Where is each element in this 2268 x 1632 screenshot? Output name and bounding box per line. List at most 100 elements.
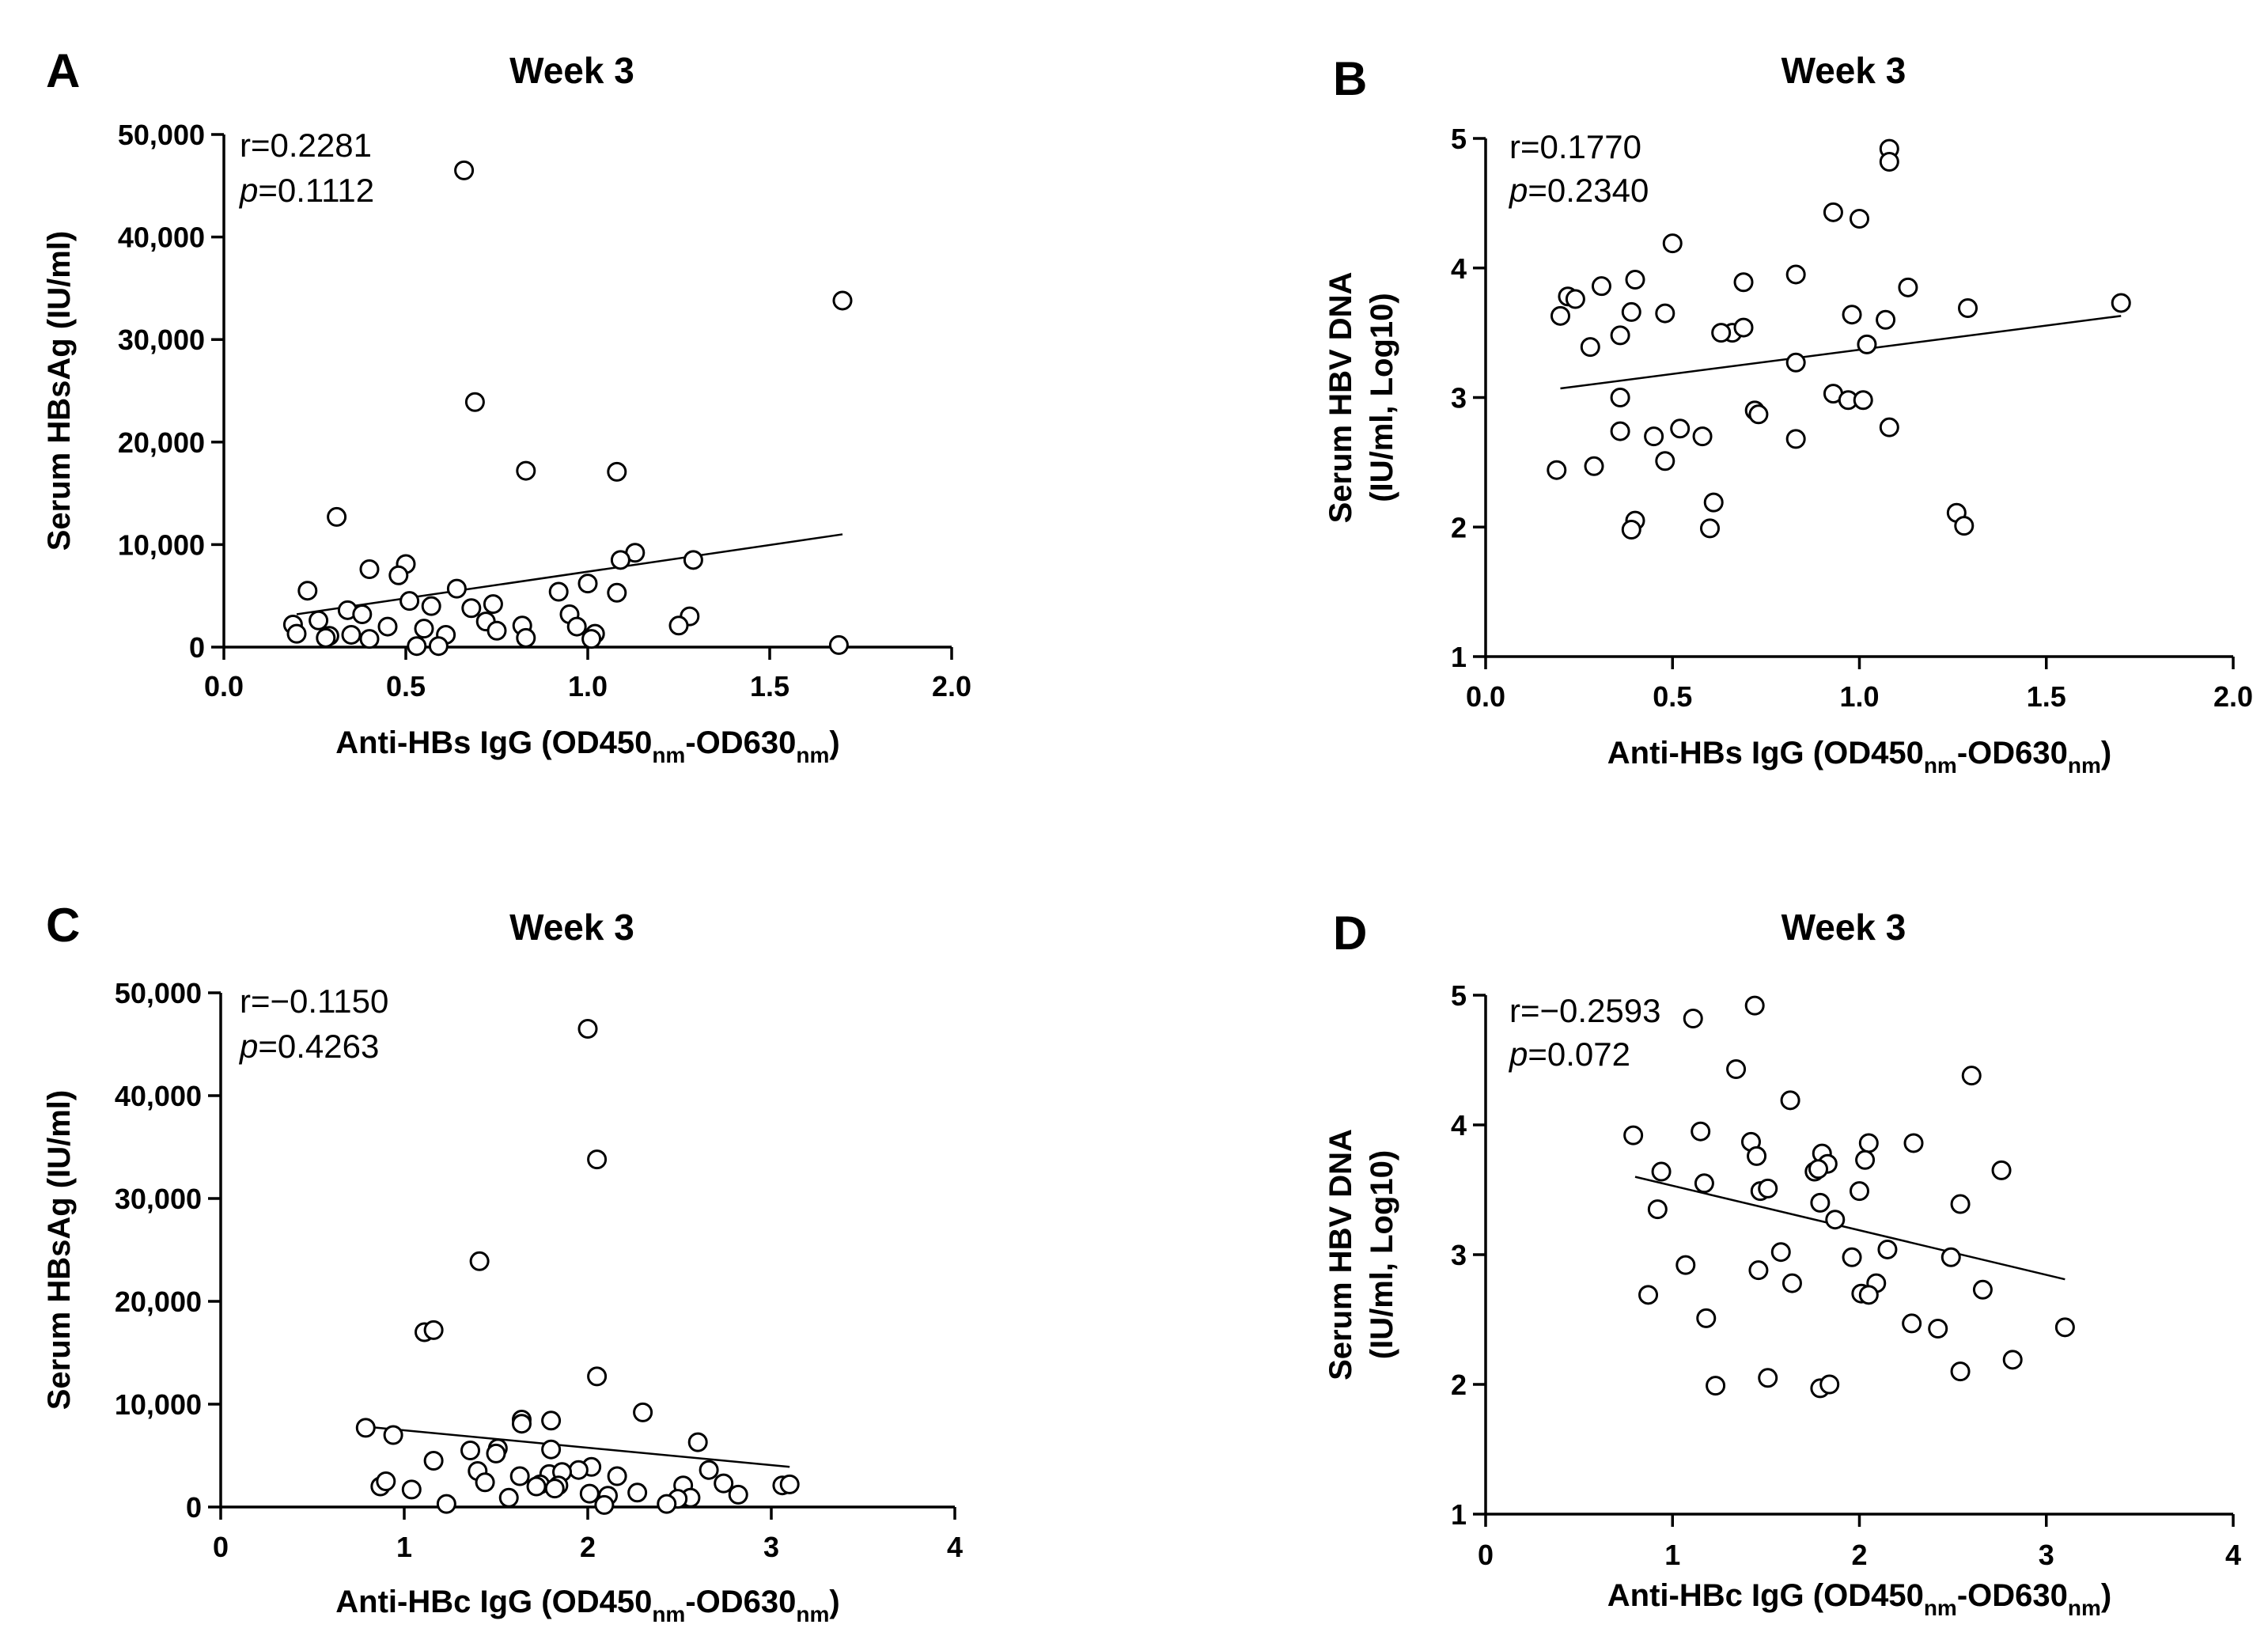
data-point [388,565,409,585]
x-axis-label-part: ) [2101,1578,2111,1613]
data-point [657,1494,677,1514]
data-point [516,627,536,648]
p-value-letter: p [1508,1036,1528,1073]
data-point [633,1402,653,1422]
data-point [2054,1317,2075,1338]
data-point [316,627,336,648]
y-tick-label: 30,000 [118,324,205,356]
data-point [1647,1199,1668,1220]
data-point [568,1460,589,1480]
data-point [1726,1058,1747,1079]
x-tick-label: 4 [947,1531,963,1563]
data-point [352,604,373,625]
x-tick-label: 4 [2225,1539,2241,1571]
data-point [1694,1173,1714,1194]
x-tick-label: 2 [580,1531,596,1563]
data-point [610,550,630,570]
data-point [714,1473,734,1494]
y-tick-label: 1 [1451,641,1467,673]
data-point [1825,1210,1846,1230]
panel-b-letter: B [1333,52,1367,105]
x-tick-label: 1 [396,1531,412,1563]
data-point [436,1494,456,1514]
regression-line [1560,315,2122,390]
data-point [1877,1239,1898,1259]
y-tick-label: 50,000 [115,977,202,1009]
data-point [423,1320,444,1340]
x-axis-label: Anti-HBc IgG (OD450nm-OD630nm) [335,1585,839,1626]
x-tick-label: 2.0 [2213,680,2253,713]
data-point [359,559,380,580]
data-point [1785,264,1806,285]
data-point [423,1451,444,1471]
data-point [414,619,434,639]
x-axis-label-part: nm [1924,753,1957,778]
data-point [1758,1368,1778,1388]
data-point [407,636,427,657]
panel-a-letter: A [46,44,80,97]
y-tick-label: 10,000 [118,528,205,561]
x-axis-label: Anti-HBs IgG (OD450nm-OD630nm) [1607,736,2111,778]
x-tick-label: 0 [213,1531,229,1563]
data-point [1903,1133,1924,1153]
y-tick-label: 0 [186,1491,202,1524]
data-point [509,1466,530,1486]
p-value-number: =0.072 [1528,1036,1630,1073]
data-point [1696,1308,1717,1328]
data-point [1670,418,1691,439]
regression-line [1634,1176,2065,1281]
x-tick-label: 1.0 [568,670,608,702]
data-point [454,160,475,180]
data-point [1950,1194,1971,1214]
data-point [498,1487,519,1508]
y-tick-label: 20,000 [118,426,205,459]
data-point [1780,1090,1800,1111]
data-point [1808,1159,1829,1180]
data-point [577,1019,598,1039]
p-value-letter: p [238,1028,258,1065]
data-point [627,1482,648,1503]
x-tick-label: 1.5 [750,670,789,702]
data-point [1842,305,1862,325]
data-point [1651,1161,1672,1182]
y-axis-label: (IU/ml, Log10) [1365,1150,1399,1359]
data-point [460,1441,481,1460]
data-point [581,629,602,649]
correlation-r: r=0.1770 [1509,128,1641,165]
data-point [1857,334,1877,354]
data-point [1621,301,1641,322]
data-point [1876,309,1896,330]
regression-line [296,533,843,615]
data-point [327,506,347,527]
data-point [1853,390,1873,411]
chart-title: Week 3 [1781,907,1906,948]
data-point [607,582,627,603]
data-point [1610,388,1630,407]
data-point [401,1479,422,1500]
data-point [1850,1181,1869,1202]
data-point [1785,352,1806,373]
data-point [1655,451,1675,471]
y-axis-label: Serum HBV DNA [1323,1129,1358,1380]
data-point [548,581,569,602]
data-point [1902,1313,1922,1334]
x-axis-label-part: -OD630 [685,1585,796,1619]
data-point [428,636,449,657]
p-value-number: =0.4263 [258,1028,379,1065]
chart-title: Week 3 [1781,50,1906,91]
data-point [1565,289,1585,309]
data-point [297,581,318,601]
data-point [1706,1376,1726,1396]
data-point [2111,293,2131,313]
p-value-letter: p [1508,172,1528,209]
x-tick-label: 1.0 [1839,680,1879,713]
data-point [355,1418,376,1438]
data-point [587,1366,608,1387]
data-point [1770,1242,1791,1263]
data-point [341,624,362,645]
data-point [516,460,536,481]
data-point [1785,429,1806,449]
data-point [1758,1178,1778,1198]
data-point [1850,209,1869,229]
data-point [832,290,853,311]
